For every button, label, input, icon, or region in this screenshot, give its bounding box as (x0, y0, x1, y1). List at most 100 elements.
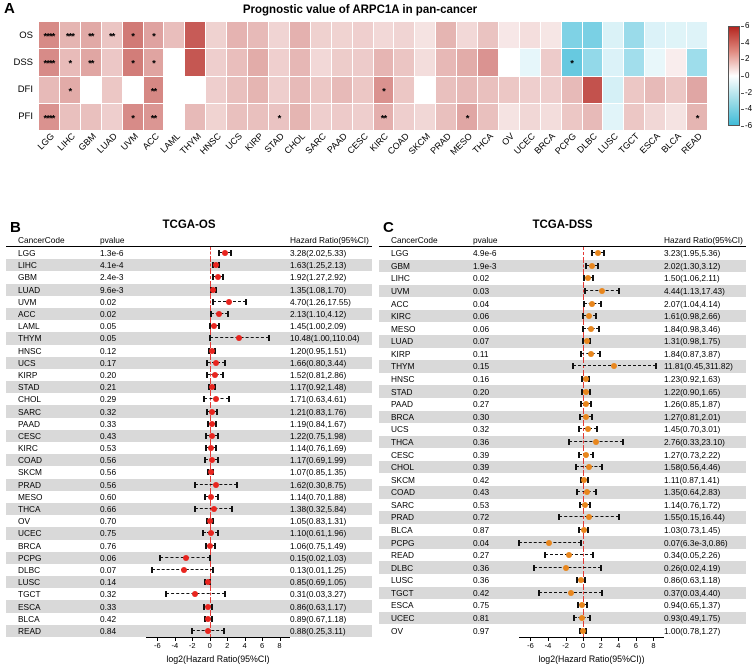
whisker-cap (594, 313, 597, 320)
pvalue-cell: 0.33 (100, 601, 117, 612)
forest-row: UCEC 0.75 1.10(0.61,1.96) (6, 527, 372, 540)
whisker-cap (584, 577, 587, 584)
heatmap-cell (394, 49, 415, 76)
pvalue-cell: 0.15 (473, 361, 490, 372)
forest-row: COAD 0.56 1.17(0.69,1.99) (6, 454, 372, 467)
pvalue-cell: 0.87 (473, 525, 490, 535)
cancer-code-cell: PCPG (18, 552, 42, 563)
heatmap-cell: * (373, 76, 394, 103)
hazard-ratio-ci-cell: 1.23(0.92,1.63) (664, 374, 721, 385)
whisker-cap (221, 371, 224, 378)
whisker-cap (205, 445, 208, 452)
heatmap-cell (687, 22, 707, 49)
forest-row: LUAD 9.6e-3 1.35(1.08,1.70) (6, 283, 372, 296)
forest-plot-cell (519, 309, 664, 323)
forest-row: UVM 0.03 4.44(1.13,17.43) (379, 284, 746, 298)
hazard-ratio-marker (208, 445, 215, 452)
whisker-cap (574, 464, 577, 471)
reference-line (583, 423, 585, 436)
hazard-ratio-marker (213, 396, 220, 403)
heatmap-cell (268, 76, 289, 103)
hazard-ratio-ci-cell: 4.44(1.13,17.43) (664, 286, 725, 297)
pvalue-cell: 0.02 (100, 296, 117, 307)
hazard-ratio-marker (209, 347, 215, 354)
forest-row: KIRP 0.20 1.52(0.81,2.86) (6, 368, 372, 382)
whisker-cap (580, 476, 583, 483)
cancer-code-cell: SKCM (391, 474, 415, 485)
cancer-code-cell: ESCA (18, 601, 41, 612)
whisker-cap (217, 530, 220, 537)
forest-plot-cell (146, 539, 290, 552)
heatmap-row-label: DFI (17, 84, 33, 95)
hazard-ratio-ci-cell: 1.26(0.85,1.87) (664, 399, 721, 410)
forest-plot-cell (146, 429, 290, 442)
forest-row: KIRP 0.11 1.84(0.87,3.87) (379, 347, 746, 361)
forest-plot-cell (519, 410, 664, 424)
pvalue-cell: 0.60 (100, 491, 117, 502)
hazard-ratio-ci-cell: 1.17(0.69,1.99) (290, 455, 347, 466)
pvalue-cell: 0.17 (100, 357, 117, 368)
heatmap-cell: ** (143, 103, 164, 130)
forest-plot-cell (519, 423, 664, 436)
axis-tick-label: -2 (188, 641, 196, 650)
whisker-cap (230, 506, 233, 513)
forest-plot-cell (146, 271, 290, 284)
cancer-code-cell: HNSC (18, 345, 42, 356)
heatmap-cell (436, 22, 457, 49)
forest-row: CHOL 0.39 1.58(0.56,4.46) (379, 460, 746, 474)
heatmap-cell (457, 49, 478, 76)
heatmap-cell (352, 103, 373, 130)
colorbar-ticks: 6 4 2 0 -2 -4 -6 (741, 22, 752, 130)
pvalue-cell: 0.39 (473, 462, 490, 473)
hazard-ratio-marker (580, 627, 587, 634)
cancer-code-cell: LUAD (18, 284, 41, 295)
forest-row: SARC 0.32 1.21(0.83,1.76) (6, 405, 372, 418)
whisker-cap (222, 274, 225, 281)
forest-panel-tcga-os: B TCGA-OS CancerCode pvalue Hazard Ratio… (6, 219, 372, 669)
reference-line (209, 368, 211, 382)
colorbar-tick-label: -6 (745, 121, 752, 130)
whisker-cap (150, 566, 153, 573)
forest-plot-cell (519, 498, 664, 512)
cancer-code-cell: UVM (391, 286, 410, 297)
heatmap-cell (498, 76, 519, 103)
hazard-ratio-ci-cell: 0.86(0.63,1.18) (664, 575, 721, 586)
pvalue-cell: 0.43 (473, 487, 490, 498)
whisker-cap (577, 426, 580, 433)
forest-row: CHOL 0.29 1.71(0.63,4.61) (6, 393, 372, 406)
heatmap-cell: **** (39, 22, 59, 49)
hazard-ratio-marker (226, 298, 233, 305)
header-cancercode: CancerCode (18, 235, 65, 245)
forest-plot-cell (146, 356, 290, 369)
forest-plot-cell (146, 417, 290, 430)
heatmap-cell (666, 103, 687, 130)
hazard-ratio-marker (611, 363, 618, 370)
heatmap-cell (164, 49, 185, 76)
whisker-cap (217, 250, 220, 257)
colorbar-tick-label: 6 (745, 21, 750, 30)
cancer-code-cell: SARC (18, 406, 42, 417)
forest-plot-cell (519, 347, 664, 361)
whisker-cap (572, 363, 575, 370)
axis-tick (548, 638, 549, 641)
hazard-ratio-marker (182, 554, 189, 561)
forest-row: SKCM 0.42 1.11(0.87,1.41) (379, 473, 746, 486)
hazard-ratio-ci-cell: 0.85(0.69,1.05) (290, 577, 347, 588)
pvalue-cell: 0.06 (100, 552, 117, 563)
heatmap-cell (582, 22, 603, 49)
hazard-ratio-ci-cell: 1.05(0.83,1.31) (290, 516, 347, 527)
cancer-code-cell: TGCT (391, 587, 414, 598)
cancer-code-cell: TGCT (18, 589, 41, 600)
whisker-cap (585, 262, 588, 269)
pvalue-cell: 0.36 (473, 575, 490, 586)
forest-plot-cell (146, 454, 290, 467)
pvalue-cell: 0.07 (473, 336, 490, 347)
forest-row: LUSC 0.36 0.86(0.63,1.18) (379, 574, 746, 587)
cancer-code-cell: UCEC (18, 528, 42, 539)
forest-plot-cell (146, 527, 290, 540)
whisker-cap (588, 388, 591, 395)
forest-plot-cell (519, 322, 664, 336)
x-axis-label-os: log2(Hazard Ratio(95%CI) (166, 654, 270, 664)
forest-row: UCEC 0.81 0.93(0.49,1.75) (379, 611, 746, 625)
whisker-cap (227, 396, 230, 403)
